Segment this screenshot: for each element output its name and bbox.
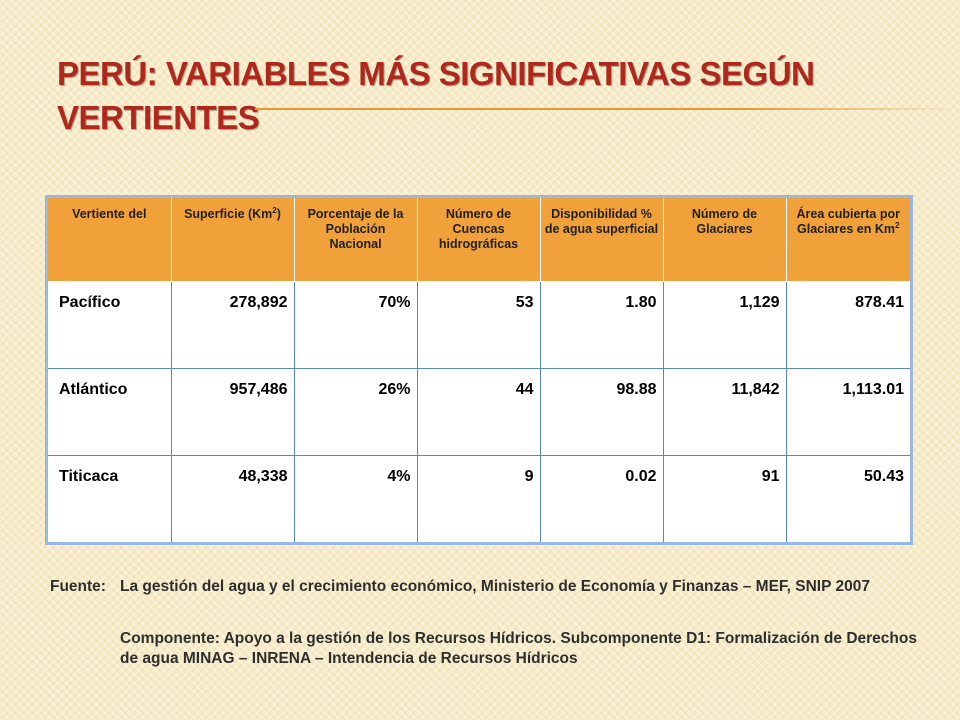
cell-glaciares: 91 [663,455,787,542]
cell-area-glaciares: 1,113.01 [786,368,910,457]
cell-superficie: 48,338 [171,455,295,542]
cell-disponibilidad: 1.80 [540,281,664,369]
header-disponibilidad-agua: Disponibilidad % de agua superficial [540,198,664,282]
cell-cuencas: 9 [417,455,541,542]
data-table: Vertiente del Superficie (Km2) Porcentaj… [48,198,910,542]
cell-cuencas: 53 [417,281,541,369]
table-row: Titicaca 48,338 4% 9 0.02 91 50.43 [48,455,910,542]
header-vertiente: Vertiente del [48,198,172,282]
header-porcentaje-poblacion: Porcentaje de la Población Nacional [294,198,418,282]
source-label: Fuente: [50,578,106,595]
table-row: Pacífico 278,892 70% 53 1.80 1,129 878.4… [48,281,910,369]
title-underline [255,108,960,110]
header-area-glaciares: Área cubierta por Glaciares en Km2 [786,198,910,282]
header-numero-cuencas: Número de Cuencas hidrográficas [417,198,541,282]
cell-superficie: 278,892 [171,281,295,369]
cell-vertiente: Pacífico [48,281,172,369]
cell-glaciares: 1,129 [663,281,787,369]
cell-cuencas: 44 [417,368,541,457]
cell-porcentaje: 26% [294,368,418,457]
data-table-frame: Vertiente del Superficie (Km2) Porcentaj… [45,195,913,545]
cell-disponibilidad: 98.88 [540,368,664,457]
header-numero-glaciares: Número de Glaciares [663,198,787,282]
cell-vertiente: Titicaca [48,455,172,542]
cell-superficie: 957,486 [171,368,295,457]
table-header-row: Vertiente del Superficie (Km2) Porcentaj… [48,198,910,282]
cell-area-glaciares: 878.41 [786,281,910,369]
cell-porcentaje: 70% [294,281,418,369]
cell-porcentaje: 4% [294,455,418,542]
table-row: Atlántico 957,486 26% 44 98.88 11,842 1,… [48,368,910,457]
source-component: Componente: Apoyo a la gestión de los Re… [120,630,917,667]
cell-disponibilidad: 0.02 [540,455,664,542]
cell-area-glaciares: 50.43 [786,455,910,542]
cell-vertiente: Atlántico [48,368,172,457]
slide-title: PERÚ: VARIABLES MÁS SIGNIFICATIVAS SEGÚN… [57,55,815,136]
cell-glaciares: 11,842 [663,368,787,457]
header-superficie: Superficie (Km2) [171,198,295,282]
source-reference: La gestión del agua y el crecimiento eco… [120,578,870,595]
